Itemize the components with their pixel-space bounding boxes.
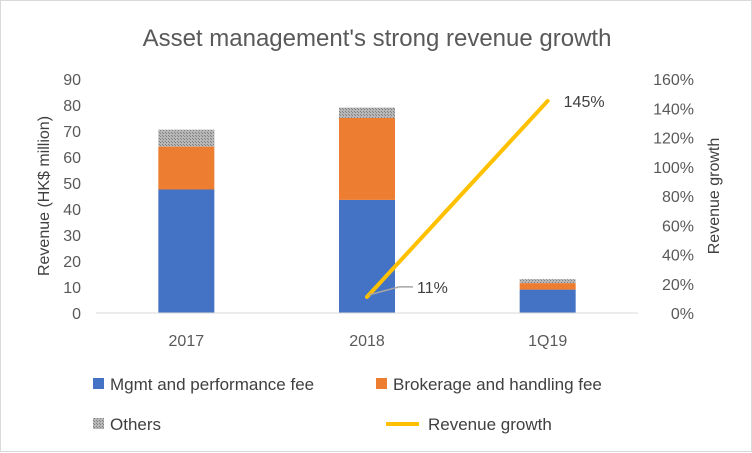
bar-segment-1 [339,118,395,200]
y-tick-label: 50 [63,176,81,193]
y-tick-label: 90 [63,72,81,89]
bar-segment-2 [519,279,576,284]
y-tick-label: 40 [63,202,81,219]
y-tick-label: 0 [72,306,81,323]
x-axis-ticks: 2017 2018 1Q19 [169,333,568,350]
legend-swatch [93,418,104,429]
legend-label: Others [110,415,161,434]
legend-label: Brokerage and handling fee [393,375,602,394]
bar-segment-0 [519,289,576,313]
y2-tick-label: 160% [653,72,694,89]
y-tick-label: 20 [63,254,81,271]
legend-swatch [93,378,104,389]
legend-label: Mgmt and performance fee [110,375,314,394]
data-label: 145% [564,94,605,111]
legend-swatch [376,378,387,389]
x-tick-label: 2017 [169,333,205,350]
y-tick-label: 30 [63,228,81,245]
chart-title: Asset management's strong revenue growth [143,25,612,52]
y2-tick-label: 0% [671,306,694,323]
bar-segment-1 [519,283,576,290]
y2-tick-label: 80% [662,189,694,206]
bar-segment-2 [158,129,215,147]
x-tick-label: 2018 [349,333,385,350]
data-label-leader [368,286,413,296]
y-tick-label: 80 [63,98,81,115]
revenue-growth-line [365,98,550,299]
line-series: 11% 145% [365,94,605,299]
legend-label: Revenue growth [428,415,552,434]
y2-tick-label: 60% [662,218,694,235]
y2-axis-ticks: 0% 20% 40% 60% 80% 100% 120% 140% 160% [653,72,694,323]
y-tick-label: 70 [63,124,81,141]
y2-tick-label: 100% [653,160,694,177]
y2-tick-label: 20% [662,277,694,294]
legend: Mgmt and performance fee Brokerage and ha… [93,375,602,434]
y2-axis-label: Revenue growth [706,138,723,255]
y2-tick-label: 120% [653,131,694,148]
y-axis-ticks: 0 10 20 30 40 50 60 70 80 90 [63,72,81,323]
y2-tick-label: 140% [653,101,694,118]
y-tick-label: 60 [63,150,81,167]
y-axis-label: Revenue (HK$ million) [36,116,53,276]
bar-segment-0 [158,189,215,313]
bar-segment-2 [339,107,395,118]
bar-series [158,107,576,313]
y-tick-label: 10 [63,280,81,297]
x-tick-label: 1Q19 [528,333,567,350]
bar-segment-1 [158,146,215,190]
y2-tick-label: 40% [662,248,694,265]
data-label: 11% [417,280,448,297]
